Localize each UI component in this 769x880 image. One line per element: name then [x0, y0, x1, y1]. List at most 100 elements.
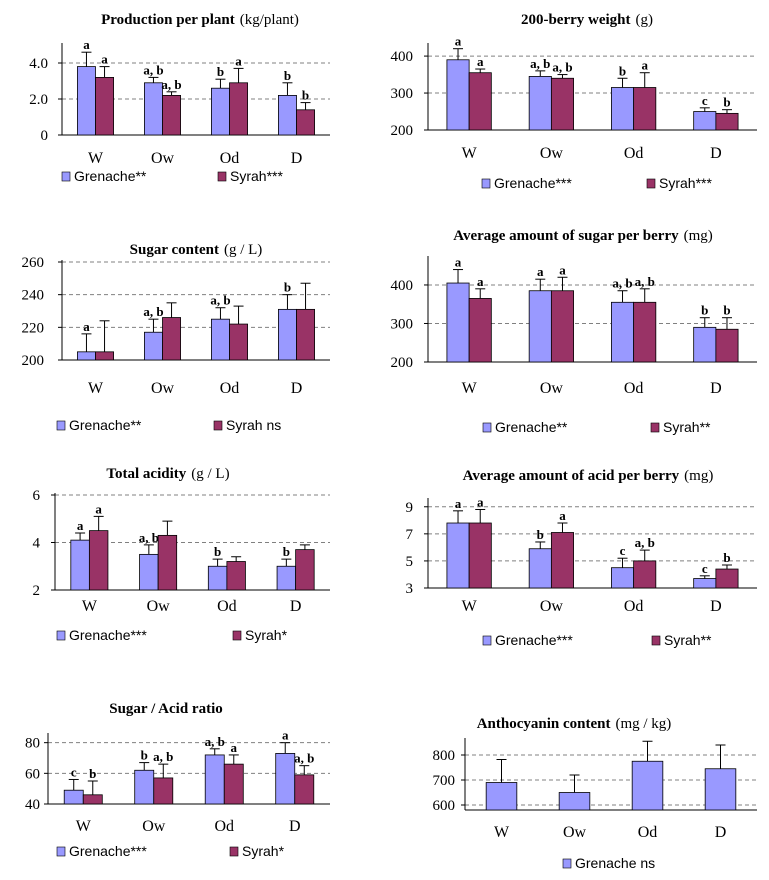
significance-letter: a: [455, 496, 462, 511]
category-label: Ow: [540, 145, 564, 162]
significance-letter: a, b: [294, 751, 314, 766]
significance-letter: a: [559, 508, 566, 523]
significance-letter: a, b: [205, 734, 225, 749]
significance-letter: a, b: [153, 749, 173, 764]
y-tick-label: 7: [406, 527, 414, 543]
significance-letter: a: [95, 501, 102, 516]
bar-a: [528, 290, 552, 363]
category-label: D: [291, 380, 303, 397]
category-label: W: [88, 380, 104, 397]
legend-swatch: [56, 420, 66, 431]
significance-letter: b: [537, 527, 544, 542]
bar-b: [550, 532, 574, 589]
bar-a: [204, 754, 225, 805]
chart-title-main: Average amount of sugar per berry: [453, 228, 679, 244]
bar-b: [468, 522, 492, 589]
significance-letter: b: [283, 544, 290, 559]
bar-b: [468, 72, 492, 131]
category-label: Od: [220, 150, 240, 167]
y-tick-label: 600: [433, 798, 456, 814]
bar-b: [550, 290, 574, 363]
significance-letter: a: [477, 54, 484, 69]
bar-a: [446, 59, 470, 131]
legend-label: Grenache**: [495, 419, 568, 435]
legend-swatch: [650, 422, 660, 433]
category-label: W: [462, 145, 478, 162]
bar-b: [229, 82, 248, 136]
bar-b: [296, 109, 315, 136]
chart-title-main: Average amount of acid per berry: [463, 468, 680, 484]
significance-letter: b: [723, 550, 730, 565]
legend-label: Grenache***: [495, 632, 573, 648]
category-label: Ow: [563, 824, 587, 841]
bar-b: [715, 568, 739, 589]
category-label: Od: [624, 598, 644, 615]
significance-letter: c: [702, 93, 708, 108]
legend-swatch: [562, 858, 572, 869]
legend-swatch: [651, 635, 661, 646]
chart-title-main: Total acidity: [106, 466, 186, 482]
significance-letter: b: [214, 544, 221, 559]
legend-swatch: [213, 420, 223, 431]
bar-b: [294, 774, 315, 805]
chart-3: Sugar content (g / L) 200 220 240 260 a a, b a, …: [22, 242, 330, 433]
significance-letter: b: [284, 280, 291, 295]
significance-letter: c: [702, 561, 708, 576]
bar-a: [611, 301, 635, 363]
category-label: Od: [638, 824, 658, 841]
bar-a: [611, 567, 635, 589]
significance-letter: c: [71, 764, 77, 779]
category-label: D: [715, 824, 727, 841]
chart-title-unit: (g): [636, 12, 654, 28]
chart-4: Average amount of sugar per berry (mg) 200…: [391, 228, 757, 435]
bar-b: [82, 794, 103, 805]
significance-letter: b: [141, 748, 148, 763]
category-label: W: [82, 598, 98, 615]
chart-title-unit: (mg / kg): [615, 716, 671, 732]
chart-title-main: 200-berry weight: [521, 12, 631, 28]
significance-letter: a, b: [139, 530, 159, 545]
chart-title-main: Anthocyanin content: [477, 716, 611, 732]
chart-title-main: Production per plant: [101, 12, 235, 28]
chart-title-unit: (g / L): [224, 242, 262, 258]
category-label: D: [710, 598, 722, 615]
significance-letter: b: [89, 766, 96, 781]
category-label: D: [291, 150, 303, 167]
bar-a: [63, 789, 84, 805]
y-tick-label: 200: [391, 123, 414, 139]
bar-a: [70, 539, 90, 591]
category-label: W: [76, 818, 92, 835]
bar-b: [633, 560, 657, 589]
legend-label: Syrah**: [664, 632, 712, 648]
chart-title-unit: (kg/plant): [240, 12, 299, 28]
category-label: Od: [217, 598, 237, 615]
significance-letter: a, b: [552, 60, 572, 75]
significance-letter: a, b: [143, 62, 163, 77]
legend-label: Syrah***: [659, 175, 712, 191]
y-tick-label: 60: [25, 766, 40, 782]
chart-title-main: Sugar content: [130, 242, 219, 258]
significance-letter: a: [77, 518, 84, 533]
category-label: D: [710, 380, 722, 397]
significance-letter: a: [455, 34, 462, 49]
bar-b: [715, 328, 739, 363]
legend-swatch: [56, 846, 66, 857]
category-label: D: [289, 818, 301, 835]
significance-letter: c: [620, 543, 626, 558]
chart-title: Average amount of sugar per berry (mg): [453, 228, 713, 244]
category-label: Od: [624, 145, 644, 162]
legend-label: Syrah*: [245, 627, 288, 643]
chart-6: Average amount of acid per berry (mg) 3 5 7 9…: [406, 468, 757, 648]
bar-a: [528, 76, 552, 131]
legend-label: Grenache**: [74, 168, 147, 184]
bar-a: [558, 792, 591, 811]
category-label: W: [88, 150, 104, 167]
y-tick-label: 300: [391, 316, 414, 332]
bar-a: [704, 768, 737, 811]
y-tick-label: 800: [433, 748, 456, 764]
chart-title-unit: (mg): [684, 228, 713, 244]
bar-b: [296, 308, 315, 361]
significance-letter: a: [83, 319, 90, 334]
bar-b: [229, 323, 248, 361]
y-tick-label: 200: [391, 355, 414, 371]
